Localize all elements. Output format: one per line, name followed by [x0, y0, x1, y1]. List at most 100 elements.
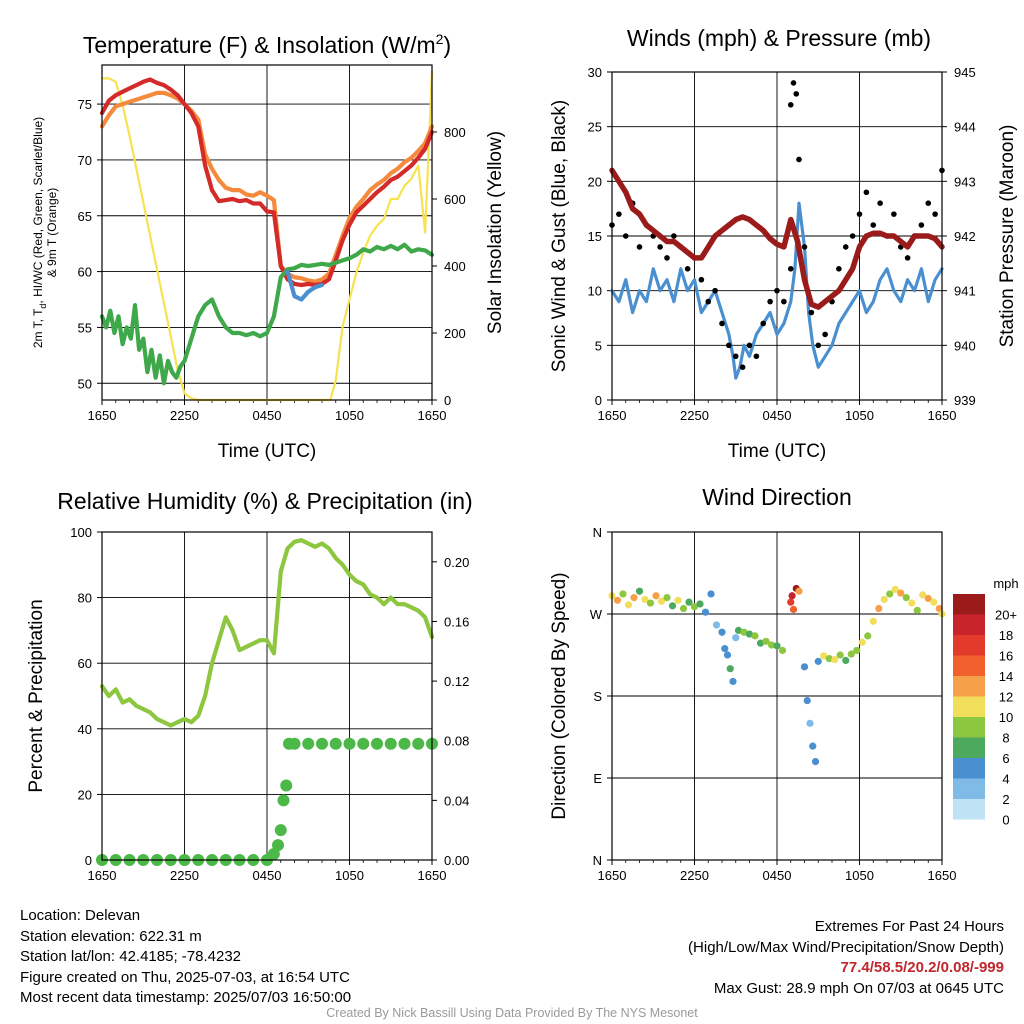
data-point	[274, 824, 287, 837]
x-tick-label: 1050	[845, 408, 874, 423]
legend-label: 14	[999, 669, 1013, 684]
series-line	[285, 269, 325, 302]
direction-point	[919, 591, 927, 599]
legend-swatch	[953, 594, 985, 615]
chart-title: Relative Humidity (%) & Precipitation (i…	[57, 488, 472, 514]
direction-point	[803, 696, 811, 705]
y-tick-label: N	[593, 525, 602, 540]
data-point	[774, 287, 780, 294]
x-tick-label: 1650	[928, 868, 957, 883]
direction-point	[795, 587, 803, 595]
data-point	[705, 298, 712, 305]
data-point	[891, 211, 897, 217]
data-point	[739, 364, 746, 371]
plot-border	[101, 64, 433, 401]
series-line	[99, 90, 435, 284]
latlon-text: Station lat/lon: 42.4185; -78.4232	[20, 948, 242, 965]
y-axis-label-2: & 9m T (Orange)	[45, 188, 59, 278]
extremes-legend: (High/Low/Max Wind/Precipitation/Snow De…	[688, 938, 1004, 956]
y2-tick-label: 943	[954, 174, 976, 189]
x-tick-label: 1650	[88, 868, 117, 883]
data-point	[671, 233, 677, 239]
y2-tick-label: 400	[444, 259, 466, 274]
extremes-title: Extremes For Past 24 Hours	[814, 918, 1004, 935]
legend-title: mph	[993, 576, 1018, 591]
data-point	[622, 233, 629, 239]
legend-label: 0	[1002, 812, 1009, 827]
direction-point	[712, 621, 721, 629]
data-point	[932, 211, 938, 217]
data-point	[329, 737, 342, 750]
y-tick-label: 70	[78, 153, 92, 168]
legend-label: 6	[1002, 751, 1009, 766]
data-point	[636, 244, 643, 250]
series-line	[99, 538, 435, 728]
y-tick-label: 40	[78, 722, 92, 737]
direction-point	[789, 605, 798, 614]
direction-point	[630, 594, 638, 602]
data-point	[616, 211, 622, 217]
y-tick-label: E	[593, 771, 602, 786]
legend-swatch	[953, 655, 985, 676]
y-tick-label: 10	[588, 284, 602, 299]
direction-point	[674, 596, 682, 604]
data-point	[856, 211, 863, 217]
data-point	[384, 737, 397, 750]
direction-point	[831, 655, 839, 664]
legend-label: 20+	[995, 607, 1017, 622]
direction-point	[732, 634, 740, 642]
data-point	[280, 779, 293, 792]
y2-tick-label: 200	[444, 326, 466, 341]
plot-border	[101, 531, 433, 861]
x-tick-label: 1050	[335, 868, 364, 883]
location-text: Location: Delevan	[20, 907, 141, 924]
data-point	[904, 255, 911, 261]
direction-point	[913, 606, 921, 614]
legend-label: 4	[1002, 771, 1009, 786]
direction-point	[930, 598, 938, 606]
data-point	[842, 244, 849, 250]
y-tick-label: 15	[588, 229, 602, 244]
data-point	[767, 298, 773, 305]
direction-point	[734, 626, 743, 635]
direction-point	[696, 600, 704, 608]
data-point	[288, 737, 301, 750]
y-label-sub: d	[38, 304, 48, 309]
direction-point	[891, 585, 899, 594]
direction-point	[806, 719, 814, 727]
direction-point	[880, 595, 888, 604]
data-point	[267, 848, 280, 861]
data-point	[398, 737, 411, 750]
data-point	[664, 255, 670, 261]
direction-point	[842, 656, 850, 665]
y-axis-label: Sonic Wind & Gust (Blue, Black)	[549, 100, 570, 372]
x-tick-label: 1650	[418, 408, 447, 423]
direction-point	[740, 628, 748, 636]
y2-tick-label: 0	[444, 393, 451, 408]
y-axis-label: Percent & Precipitation	[26, 599, 47, 792]
chart-title: Wind Direction	[702, 484, 852, 510]
x-tick-label: 1050	[335, 408, 364, 423]
y2-tick-label: 800	[444, 125, 466, 140]
data-point	[657, 244, 663, 250]
data-point	[781, 298, 787, 305]
y2-tick-label: 0.16	[444, 614, 469, 629]
y-axis-label: Direction (Colored By Speed)	[549, 572, 570, 819]
y2-axis-label: Solar Insolation (Yellow)	[485, 131, 506, 334]
legend-swatch	[953, 778, 985, 799]
data-point	[790, 80, 797, 86]
data-point	[760, 320, 767, 327]
x-axis-label: Time (UTC)	[218, 441, 317, 462]
data-point	[712, 287, 718, 294]
data-point	[801, 244, 808, 250]
y2-tick-label: 600	[444, 192, 466, 207]
legend-label: 18	[999, 628, 1013, 643]
direction-point	[751, 632, 759, 640]
direction-point	[897, 589, 905, 597]
direction-point	[767, 641, 776, 649]
data-point	[746, 342, 753, 349]
direction-point	[836, 651, 844, 659]
direction-point	[613, 596, 622, 604]
y-tick-label: 50	[78, 376, 92, 391]
series-line	[609, 167, 945, 310]
